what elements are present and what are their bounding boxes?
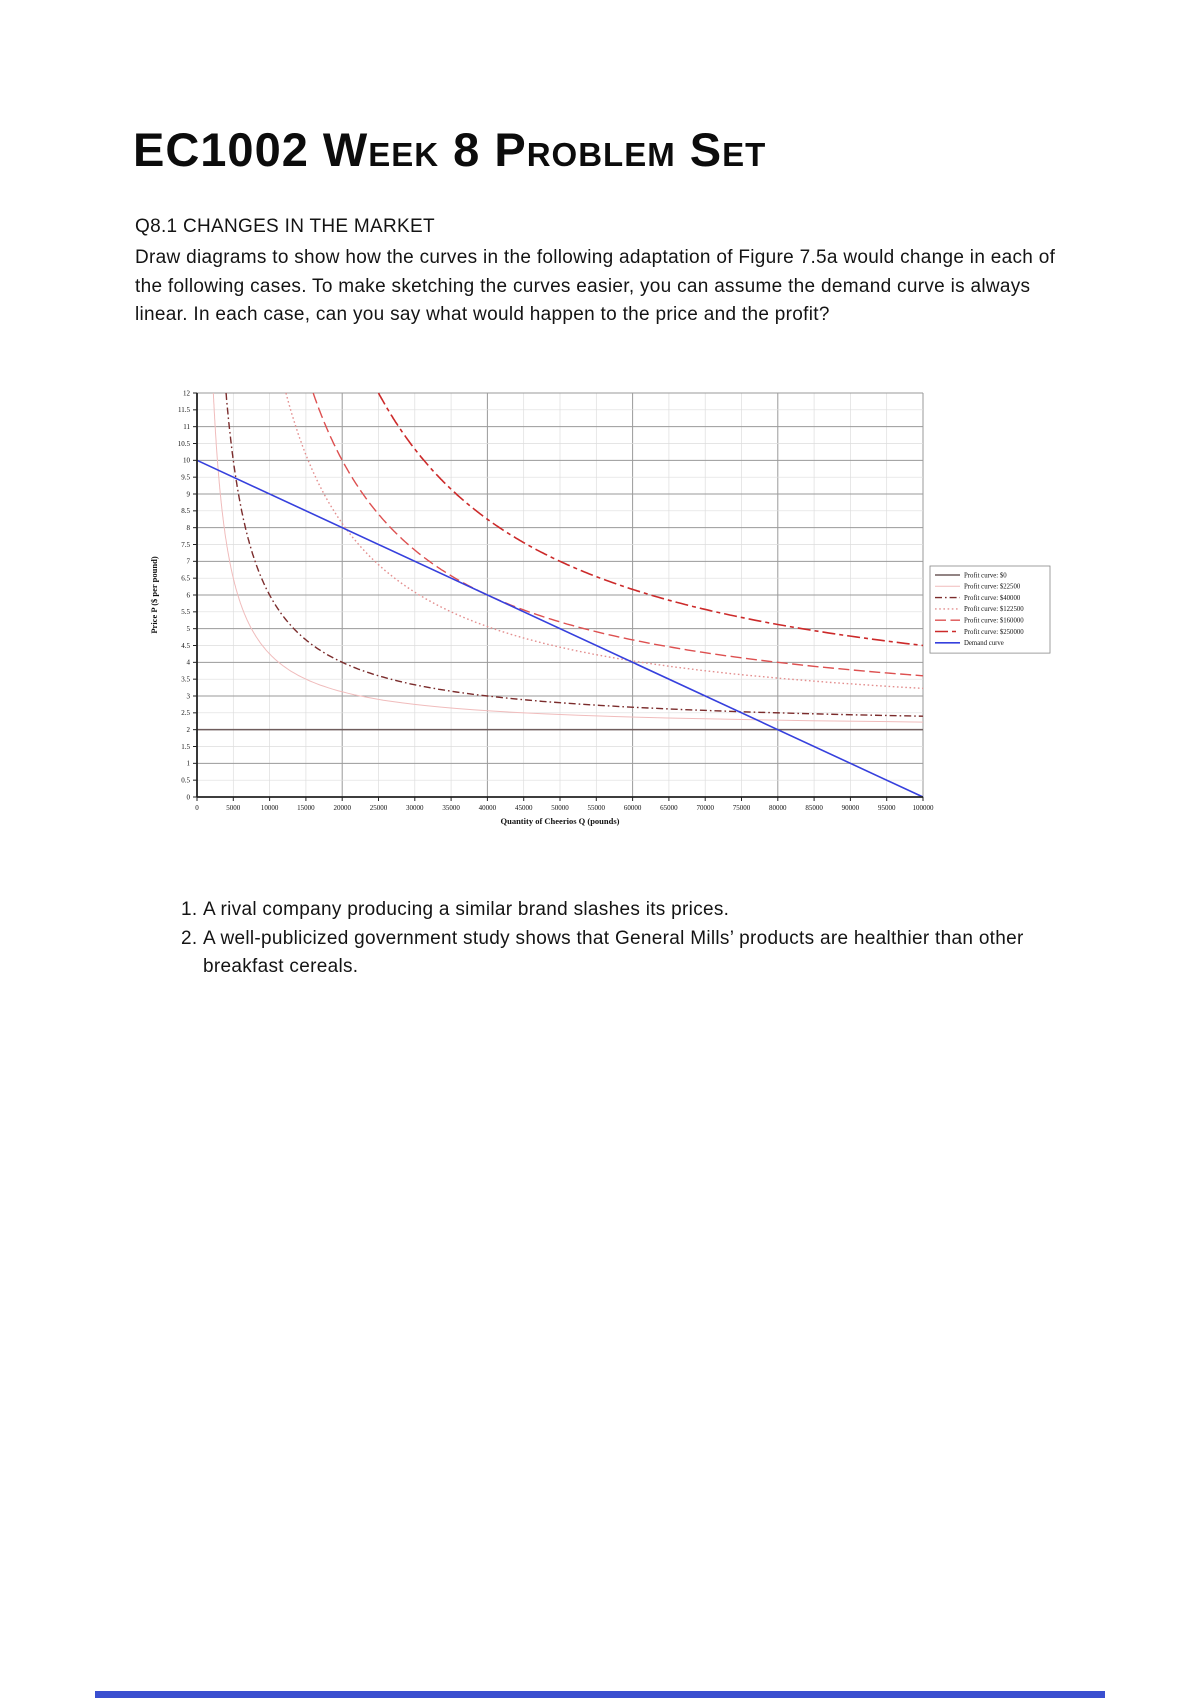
x-tick-label: 30000 [406, 804, 424, 812]
x-tick-label: 0 [195, 804, 199, 812]
y-tick-label: 2 [187, 726, 191, 734]
x-tick-label: 25000 [370, 804, 388, 812]
y-tick-label: 0.5 [181, 777, 190, 785]
x-tick-label: 15000 [297, 804, 315, 812]
y-tick-label: 2.5 [181, 709, 190, 717]
y-tick-label: 4 [187, 659, 191, 667]
demand-curve [196, 459, 924, 798]
x-tick-label: 60000 [624, 804, 642, 812]
y-tick-label: 3.5 [181, 676, 190, 684]
x-tick-label: 5000 [226, 804, 241, 812]
profit-curve-160000 [312, 392, 924, 677]
y-tick-label: 0 [187, 793, 191, 801]
bottom-blue-bar [95, 1691, 1105, 1698]
y-tick-label: 7 [187, 558, 191, 566]
section-heading: Q8.1 CHANGES IN THE MARKET [135, 216, 435, 237]
x-tick-label: 55000 [588, 804, 606, 812]
page-title: EC1002 Week 8 Problem Set [133, 123, 767, 176]
x-tick-label: 80000 [769, 804, 787, 812]
legend-entry-label: Demand curve [964, 640, 1004, 647]
x-tick-label: 70000 [696, 804, 714, 812]
legend-entry-label: Profit curve: $0 [964, 572, 1007, 579]
y-tick-label: 8 [187, 524, 191, 532]
x-tick-label: 35000 [442, 804, 460, 812]
x-tick-label: 95000 [878, 804, 896, 812]
y-tick-label: 5.5 [181, 608, 190, 616]
y-tick-label: 3 [187, 692, 191, 700]
y-tick-label: 9.5 [181, 474, 190, 482]
x-tick-label: 20000 [333, 804, 351, 812]
y-tick-label: 5 [187, 625, 191, 633]
y-tick-label: 1.5 [181, 743, 190, 751]
legend-entry-label: Profit curve: $40000 [964, 595, 1021, 602]
question-list: A rival company producing a similar bran… [168, 896, 1083, 982]
y-axis-label: Price P ($ per pound) [149, 556, 159, 633]
x-tick-label: 10000 [261, 804, 279, 812]
y-tick-label: 10 [183, 457, 191, 465]
legend-entry-label: Profit curve: $22500 [964, 584, 1021, 591]
y-tick-label: 11.5 [178, 406, 190, 414]
x-tick-label: 100000 [913, 804, 935, 812]
x-axis-label: Quantity of Cheerios Q (pounds) [500, 816, 619, 826]
legend-entry-label: Profit curve: $122500 [964, 606, 1024, 613]
y-tick-label: 7.5 [181, 541, 190, 549]
y-tick-label: 9 [187, 490, 191, 498]
list-item: A rival company producing a similar bran… [203, 896, 1083, 925]
profit-curve-22500 [212, 392, 924, 723]
figure-profit-demand-chart: 0 0.5 1 1.5 2 2.5 3 3.5 4 4.5 5 5.5 6 6.5 7 7.5 8 8.5 9 9.5… [140, 383, 1055, 828]
x-tick-label: 50000 [551, 804, 569, 812]
y-tick-label: 11 [183, 423, 190, 431]
y-tick-label: 6 [187, 591, 191, 599]
x-tick-label: 45000 [515, 804, 533, 812]
x-tick-label: 90000 [842, 804, 860, 812]
y-tick-label: 10.5 [178, 440, 191, 448]
x-tick-label: 65000 [660, 804, 678, 812]
legend-entry-label: Profit curve: $160000 [964, 618, 1024, 625]
x-tick-label: 40000 [479, 804, 497, 812]
x-tick-label: 85000 [805, 804, 823, 812]
y-tick-label: 4.5 [181, 642, 190, 650]
intro-paragraph: Draw diagrams to show how the curves in … [135, 247, 1056, 325]
y-tick-label: 6.5 [181, 575, 190, 583]
y-tick-label: 12 [183, 389, 191, 397]
y-tick-label: 8.5 [181, 507, 190, 515]
profit-curve-40000 [225, 392, 924, 717]
list-item: A well-publicized government study shows… [203, 925, 1083, 982]
profit-curve-122500 [285, 392, 924, 690]
profit-demand-chart: 00.511.522.533.544.555.566.577.588.599.5… [149, 389, 1051, 826]
legend-entry-label: Profit curve: $250000 [964, 629, 1024, 636]
chart-legend [929, 565, 1051, 654]
x-tick-label: 75000 [733, 804, 751, 812]
y-tick-label: 1 [187, 760, 191, 768]
profit-curve-250000 [377, 392, 924, 647]
